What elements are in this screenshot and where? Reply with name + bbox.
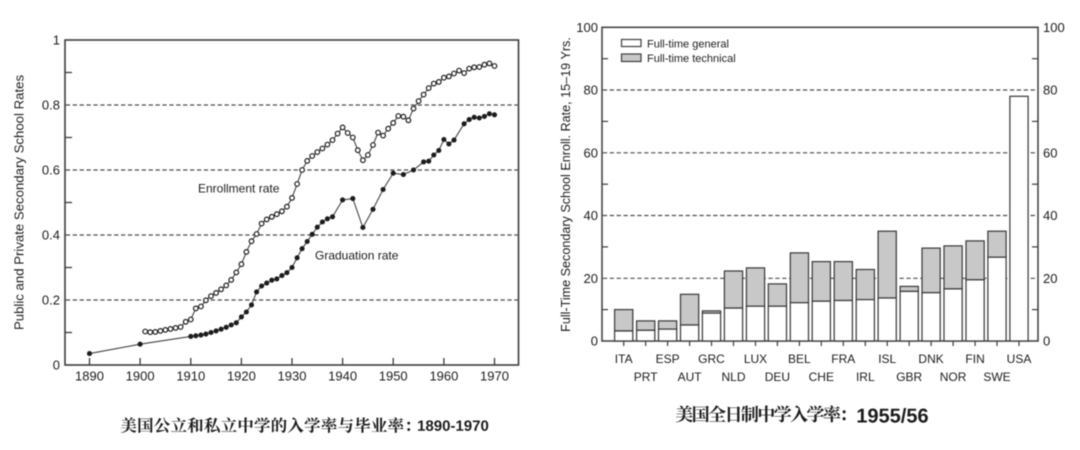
svg-text:20: 20 [584, 271, 598, 286]
svg-text:NLD: NLD [721, 370, 745, 384]
svg-text:1960: 1960 [429, 369, 458, 384]
svg-text:1930: 1930 [278, 369, 307, 384]
svg-text:Graduation rate: Graduation rate [315, 249, 399, 263]
svg-text:60: 60 [1043, 145, 1057, 160]
svg-text:0: 0 [1043, 334, 1050, 349]
svg-text:Public and Private Secondary S: Public and Private Secondary School Rate… [12, 75, 27, 331]
svg-text:FRA: FRA [831, 352, 855, 366]
svg-text:60: 60 [584, 145, 598, 160]
svg-text:FIN: FIN [965, 352, 984, 366]
svg-text:Full-time technical: Full-time technical [647, 53, 736, 65]
svg-text:Full-time general: Full-time general [647, 39, 729, 51]
svg-text:1900: 1900 [126, 369, 155, 384]
svg-text:ESP: ESP [656, 352, 680, 366]
svg-text:CHE: CHE [809, 370, 834, 384]
svg-text:1970: 1970 [480, 369, 509, 384]
svg-text:0.8: 0.8 [42, 98, 60, 113]
svg-text:100: 100 [1043, 20, 1065, 35]
svg-text:GBR: GBR [896, 370, 922, 384]
svg-text:40: 40 [584, 208, 598, 223]
svg-text:80: 80 [1043, 83, 1057, 98]
svg-text:0.2: 0.2 [42, 293, 60, 308]
svg-text:20: 20 [1043, 271, 1057, 286]
svg-text:1950: 1950 [379, 369, 408, 384]
svg-text:1940: 1940 [328, 369, 357, 384]
svg-text:80: 80 [584, 83, 598, 98]
svg-text:Full-Time Secondary School Enr: Full-Time Secondary School Enroll. Rate,… [559, 37, 573, 332]
svg-text:0.4: 0.4 [42, 228, 60, 243]
svg-text:Enrollment rate: Enrollment rate [198, 182, 280, 196]
svg-text:BEL: BEL [788, 352, 811, 366]
svg-text:0.6: 0.6 [42, 163, 60, 178]
svg-text:1920: 1920 [227, 369, 256, 384]
svg-text:GRC: GRC [698, 352, 725, 366]
svg-text:ITA: ITA [615, 352, 633, 366]
svg-text:DEU: DEU [765, 370, 790, 384]
svg-text:SWE: SWE [983, 370, 1010, 384]
svg-text:1890: 1890 [75, 369, 104, 384]
svg-text:1910: 1910 [176, 369, 205, 384]
svg-text:40: 40 [1043, 208, 1057, 223]
svg-text:PRT: PRT [634, 370, 658, 384]
svg-text:LUX: LUX [744, 352, 767, 366]
svg-text:AUT: AUT [678, 370, 703, 384]
svg-text:0: 0 [591, 334, 598, 349]
svg-text:0: 0 [53, 358, 60, 373]
svg-text:100: 100 [576, 20, 598, 35]
svg-text:1: 1 [53, 33, 60, 48]
svg-text:DNK: DNK [918, 352, 943, 366]
svg-text:ISL: ISL [878, 352, 896, 366]
svg-text:USA: USA [1007, 352, 1032, 366]
svg-text:NOR: NOR [940, 370, 967, 384]
svg-text:IRL: IRL [856, 370, 875, 384]
